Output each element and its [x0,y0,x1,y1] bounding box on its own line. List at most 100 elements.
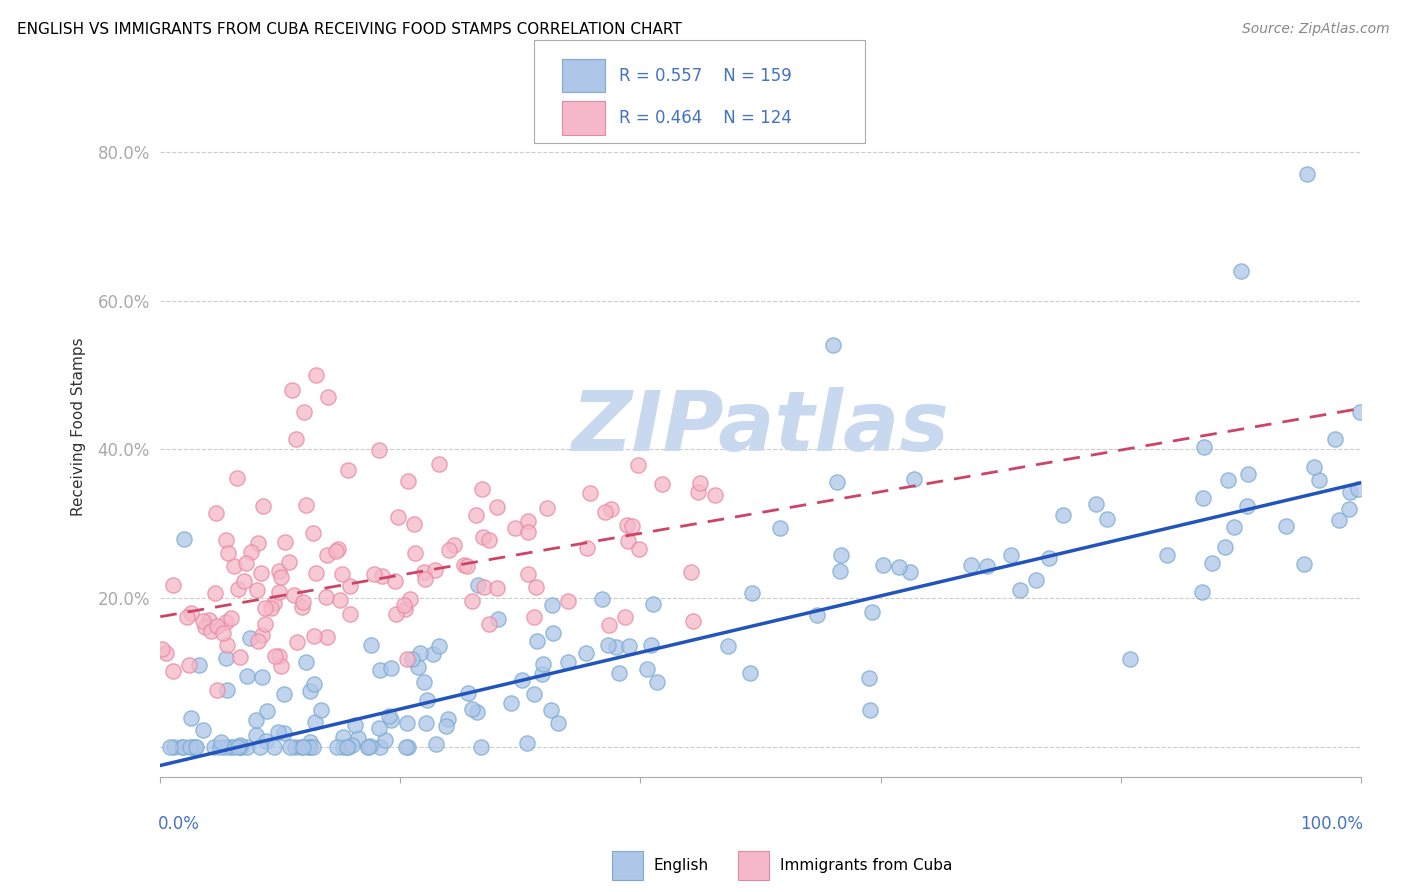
Point [368,721,391,735]
Point [486,581,509,595]
Point [1308,473,1330,487]
Point [172,739,194,754]
Point [152,642,174,657]
Point [641,597,664,611]
Point [159,739,181,754]
Point [221,611,243,625]
Point [681,565,703,579]
Point [215,651,238,665]
Point [416,693,439,707]
Point [460,594,482,608]
Point [204,586,226,600]
Point [406,659,429,673]
Point [617,534,640,549]
Point [380,713,402,727]
Point [541,598,564,612]
Point [385,607,408,622]
Point [267,585,290,599]
Point [173,532,195,546]
Point [1201,556,1223,570]
Point [598,618,620,632]
Point [898,565,921,579]
Point [395,652,418,666]
Point [516,514,538,528]
Point [347,731,370,746]
Point [339,579,361,593]
Point [290,739,312,754]
Point [960,558,983,573]
Point [830,565,852,579]
Point [298,739,321,754]
Point [163,739,186,754]
Point [273,726,295,740]
Point [356,739,378,754]
Point [263,739,285,754]
Point [217,546,239,560]
Point [467,578,489,592]
Point [531,657,554,671]
Point [360,638,382,652]
Point [184,739,207,754]
Point [741,586,763,600]
Point [236,669,259,683]
Point [359,739,381,753]
Point [246,634,269,648]
Text: ZIPatlas: ZIPatlas [572,386,949,467]
Point [180,606,202,620]
Point [370,739,392,754]
Point [547,715,569,730]
Point [1339,502,1361,516]
Point [1119,652,1142,666]
Point [291,599,314,614]
Point [540,703,562,717]
Point [337,463,360,477]
Point [645,675,668,690]
Point [214,739,236,754]
Point [229,739,252,753]
Point [605,640,627,655]
Point [378,709,401,723]
Point [217,638,239,652]
Point [374,733,396,747]
Point [235,556,257,570]
Point [285,634,308,648]
Point [425,737,447,751]
Point [1192,441,1215,455]
Point [640,638,662,652]
Point [301,739,323,754]
Point [267,648,290,663]
Point [202,739,225,754]
Point [398,592,420,607]
Point [404,546,426,560]
Point [172,739,194,754]
Point [1350,405,1372,419]
Point [395,739,418,754]
Point [200,624,222,638]
Point [478,533,501,548]
Point [380,661,402,675]
Point [283,588,305,602]
Point [246,582,269,597]
Point [228,649,250,664]
Point [599,502,621,516]
Text: R = 0.464    N = 124: R = 0.464 N = 124 [619,109,792,127]
Point [1294,557,1316,571]
Point [457,686,479,700]
Point [1008,582,1031,597]
Point [526,634,548,648]
Text: Source: ZipAtlas.com: Source: ZipAtlas.com [1241,22,1389,37]
Point [717,639,740,653]
Point [363,566,385,581]
Point [412,674,434,689]
Point [531,666,554,681]
Point [1324,433,1347,447]
Point [197,613,219,627]
Point [260,601,283,615]
Point [1213,540,1236,554]
Point [162,578,184,592]
Point [1216,473,1239,487]
Point [236,739,259,754]
Point [222,559,245,574]
Point [1237,467,1260,481]
Text: English: English [654,858,709,872]
